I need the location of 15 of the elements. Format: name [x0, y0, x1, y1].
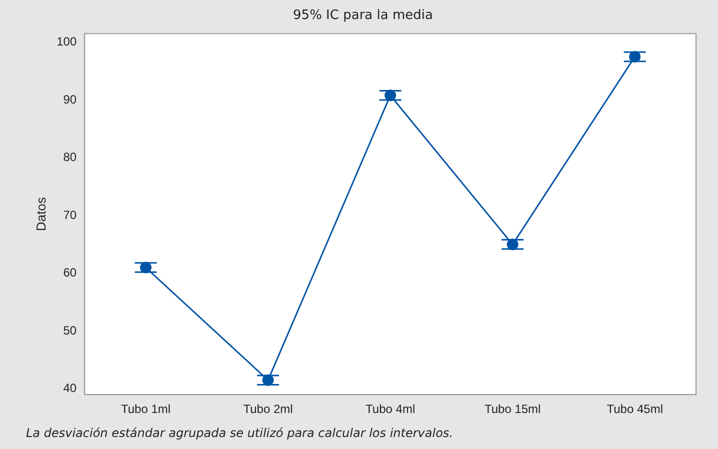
- y-axis-title: Datos: [33, 196, 48, 232]
- y-tick-label: 100: [56, 34, 77, 49]
- text: La desviación estándar agrupada se utilizó para calcular los intervalos.: [26, 426, 453, 440]
- y-tick-label: 40: [63, 381, 77, 396]
- y-tick-label: 80: [63, 150, 77, 164]
- y-tick-label: 60: [63, 266, 77, 280]
- x-tick-label: Tubo 1ml: [120, 402, 171, 416]
- chart-title: 95% IC para la media: [293, 8, 433, 24]
- y-tick-label: 90: [63, 92, 77, 106]
- x-tick-label: Tubo 2ml: [243, 402, 293, 416]
- x-tick-label: Tubo 15ml: [484, 402, 541, 416]
- y-tick-label: 70: [63, 208, 77, 222]
- y-tick-label: 50: [63, 323, 77, 338]
- x-tick-label: Tubo 45ml: [606, 402, 663, 416]
- x-tick-label: Tubo 4ml: [366, 402, 416, 416]
